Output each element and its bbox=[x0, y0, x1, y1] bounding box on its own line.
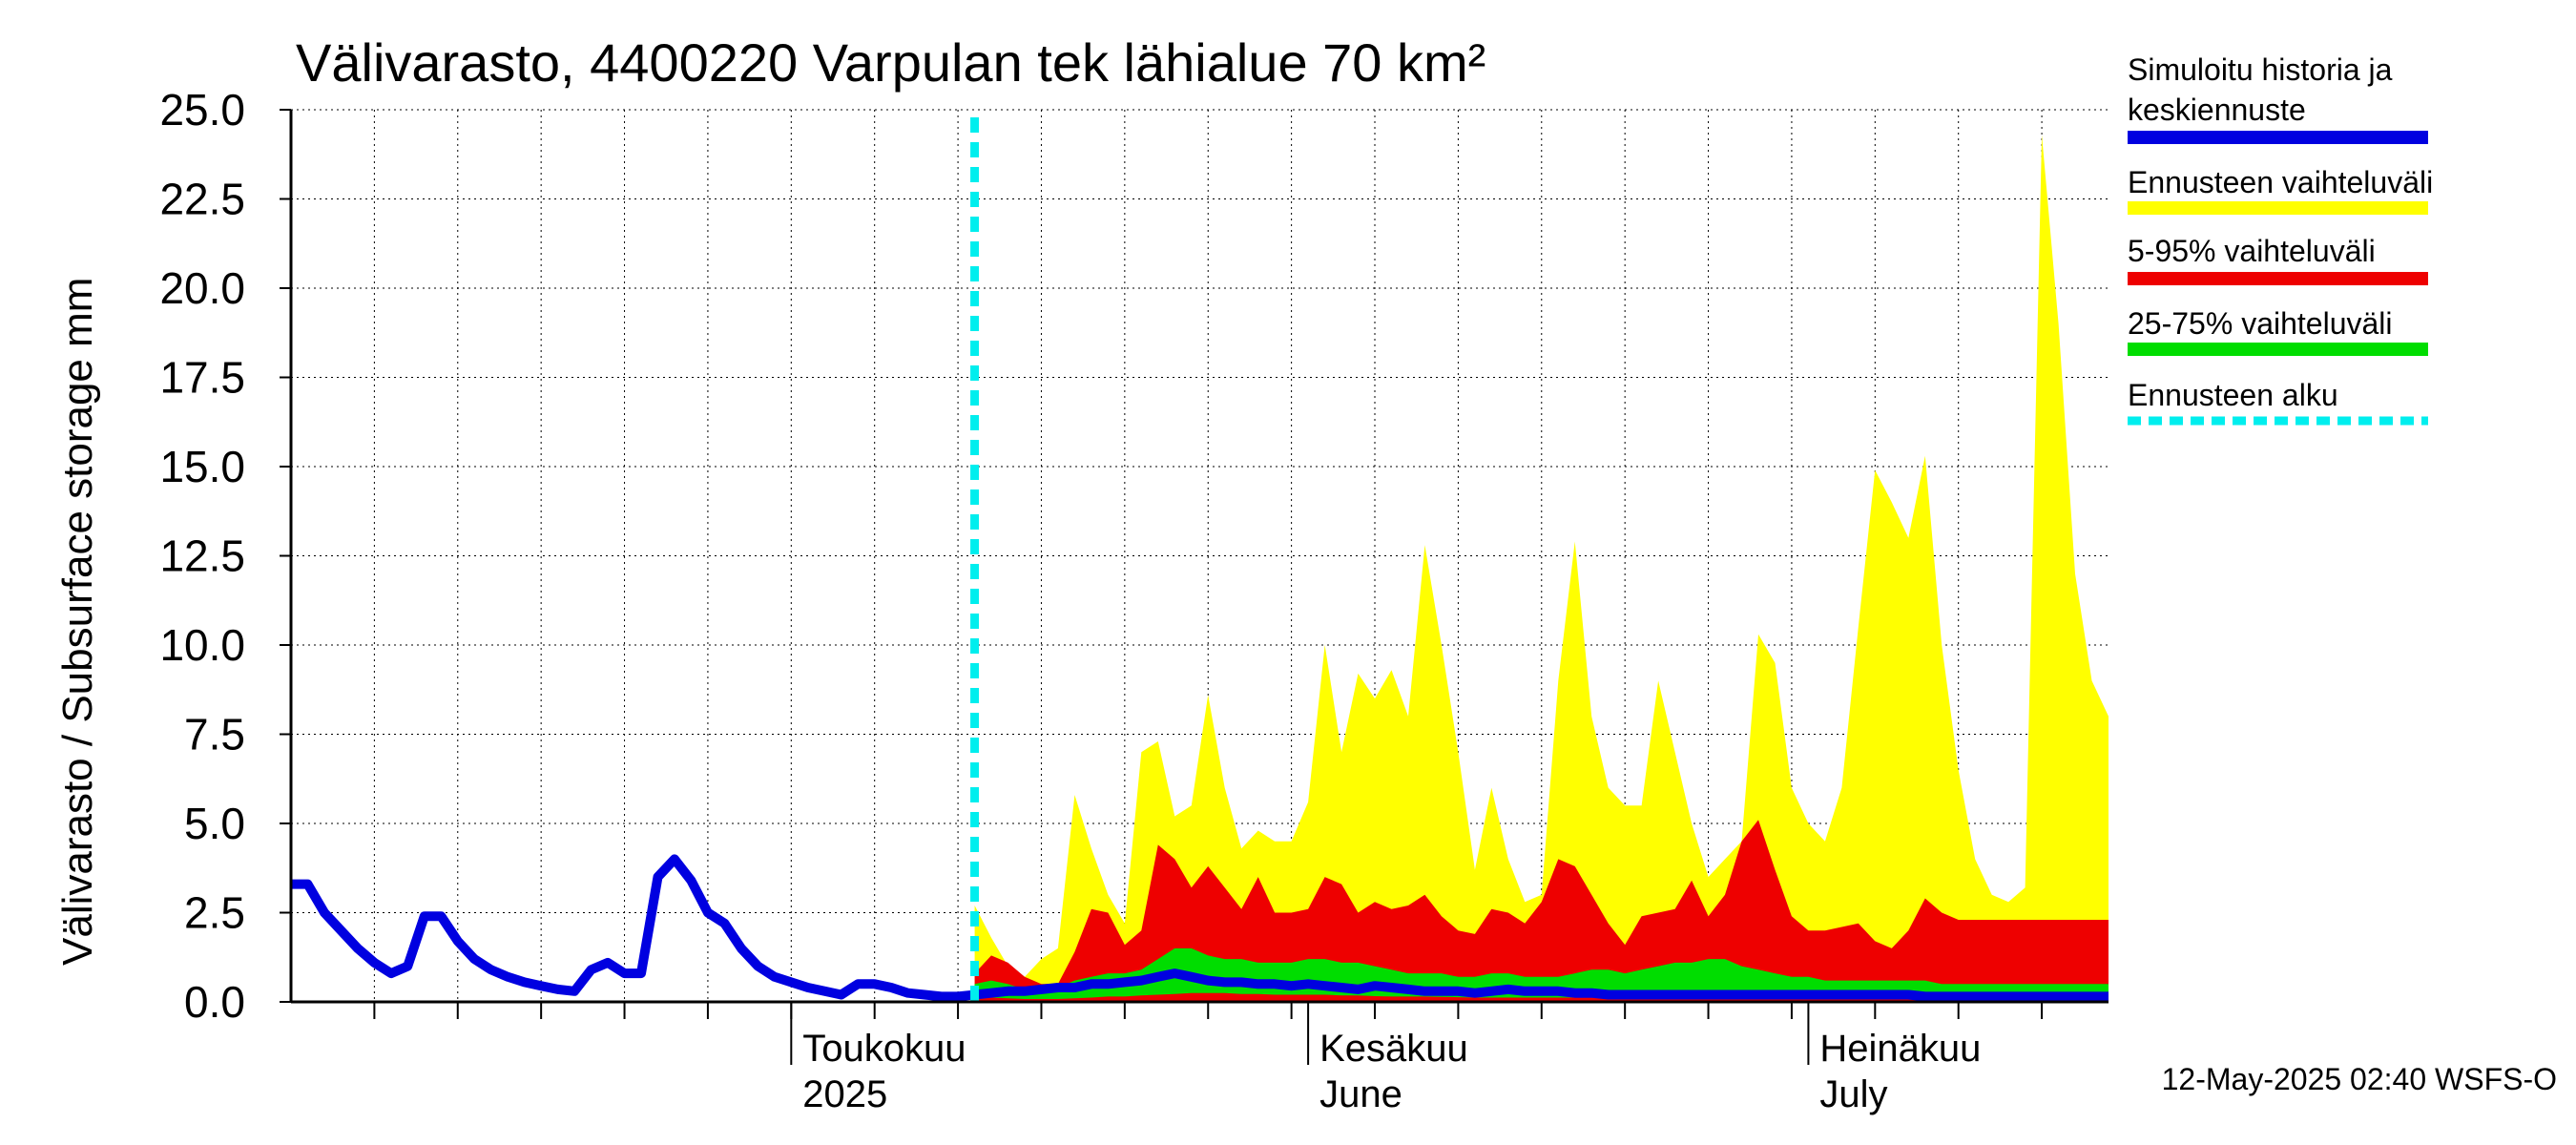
legend: Simuloitu historia ja keskiennuste Ennuste… bbox=[2128, 52, 2433, 426]
y-tick-label: 10.0 bbox=[159, 620, 245, 670]
chart-title: Välivarasto, 4400220 Varpulan tek lähial… bbox=[296, 32, 1485, 93]
legend-label: 25-75% vaihteluväli bbox=[2128, 306, 2393, 341]
legend-label: Ennusteen alku bbox=[2128, 378, 2338, 412]
y-tick-label: 2.5 bbox=[184, 888, 245, 938]
y-tick-label: 22.5 bbox=[159, 175, 245, 224]
legend-label: Ennusteen vaihteluväli bbox=[2128, 165, 2433, 199]
y-tick-label: 15.0 bbox=[159, 442, 245, 491]
history-median-line bbox=[291, 854, 2109, 1002]
y-tick-label: 7.5 bbox=[184, 710, 245, 760]
y-tick-label: 12.5 bbox=[159, 531, 245, 581]
y-tick-label: 5.0 bbox=[184, 799, 245, 848]
x-month-label: Heinäkuu bbox=[1819, 1028, 1981, 1070]
x-month-label: Toukokuu bbox=[802, 1028, 966, 1070]
legend-label: keskiennuste bbox=[2128, 93, 2306, 127]
legend-label: 5-95% vaihteluväli bbox=[2128, 234, 2376, 268]
p5-95-band bbox=[974, 820, 2109, 1001]
y-tick-label: 0.0 bbox=[184, 977, 245, 1027]
y-tick-label: 20.0 bbox=[159, 263, 245, 313]
y-tick-label: 17.5 bbox=[159, 353, 245, 403]
y-axis-label: Välivarasto / Subsurface storage mm bbox=[54, 278, 101, 966]
x-month-sublabel: June bbox=[1319, 1073, 1402, 1115]
y-tick-label: 25.0 bbox=[159, 85, 245, 135]
legend-label: Simuloitu historia ja bbox=[2128, 52, 2393, 87]
footer-timestamp: 12-May-2025 02:40 WSFS-O bbox=[2162, 1062, 2557, 1096]
x-month-sublabel: July bbox=[1819, 1073, 1887, 1115]
x-month-label: Kesäkuu bbox=[1319, 1028, 1468, 1070]
series-lines bbox=[291, 117, 2109, 1002]
x-month-sublabel: 2025 bbox=[802, 1073, 887, 1115]
y-axis-ticks: 0.0 2.5 5.0 7.5 10.0 12.5 15.0 17.5 20.0 22.5 25.0 bbox=[159, 85, 291, 1027]
full-range-band bbox=[974, 135, 2109, 1002]
